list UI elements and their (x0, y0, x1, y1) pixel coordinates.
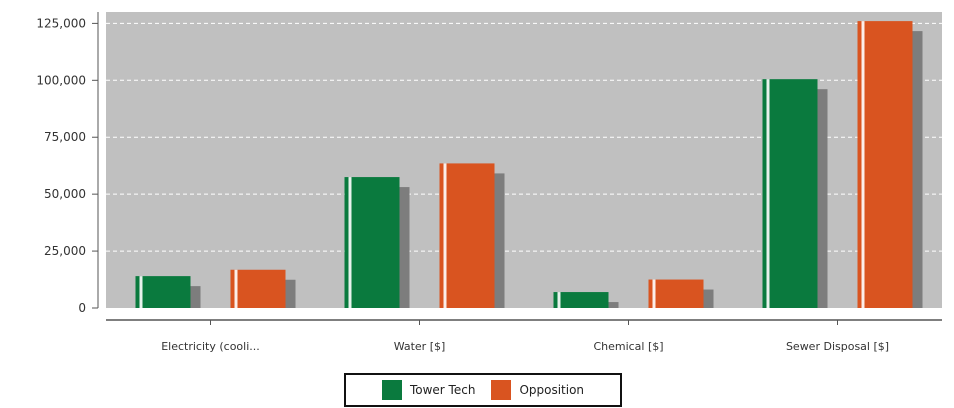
x-tick-label: Chemical [$] (593, 340, 663, 353)
y-axis-ticks: 0 25,000 50,000 75,000 100,000 125,000 (36, 16, 98, 315)
bar-chart: 0 25,000 50,000 75,000 100,000 125,000 Electr… (36, 12, 942, 353)
x-tick-label: Water [$] (394, 340, 446, 353)
y-tick-label: 50,000 (44, 187, 86, 201)
x-axis-labels: Electricity (cooli... Water [$] Chemical [… (161, 320, 889, 353)
bar-highlight (139, 276, 143, 308)
bars (135, 21, 923, 309)
bar-highlight (766, 79, 770, 309)
bar-highlight (861, 21, 865, 308)
x-tick-label: Sewer Disposal [$] (786, 340, 889, 353)
bar-opposition (857, 21, 913, 308)
y-tick-label: 125,000 (36, 16, 86, 30)
axes (97, 12, 942, 321)
legend-item-opposition: Opposition (491, 380, 584, 400)
bar-highlight (348, 177, 352, 308)
bar-opposition (230, 269, 286, 308)
legend-label-tower-tech: Tower Tech (409, 383, 476, 397)
y-tick-label: 75,000 (44, 130, 86, 144)
bar-opposition (648, 279, 704, 308)
bar-tower-tech (762, 79, 818, 309)
y-tick-label: 100,000 (36, 73, 86, 87)
bar-highlight (234, 269, 238, 308)
bar-tower-tech (553, 292, 609, 308)
bar-highlight (443, 163, 447, 308)
bar-highlight (557, 292, 561, 308)
bar-tower-tech (344, 177, 400, 308)
legend-item-tower-tech: Tower Tech (381, 380, 476, 400)
y-tick-label: 25,000 (44, 244, 86, 258)
legend-swatch-tower-tech (381, 380, 402, 400)
bar-opposition (439, 163, 495, 308)
y-tick-label: 0 (78, 301, 86, 315)
legend: Tower Tech Opposition (344, 373, 622, 407)
bar-tower-tech (135, 276, 191, 308)
legend-label-opposition: Opposition (519, 383, 585, 397)
legend-swatch-opposition (491, 380, 512, 400)
bar-highlight (652, 279, 656, 308)
x-tick-label: Electricity (cooli... (161, 340, 260, 353)
